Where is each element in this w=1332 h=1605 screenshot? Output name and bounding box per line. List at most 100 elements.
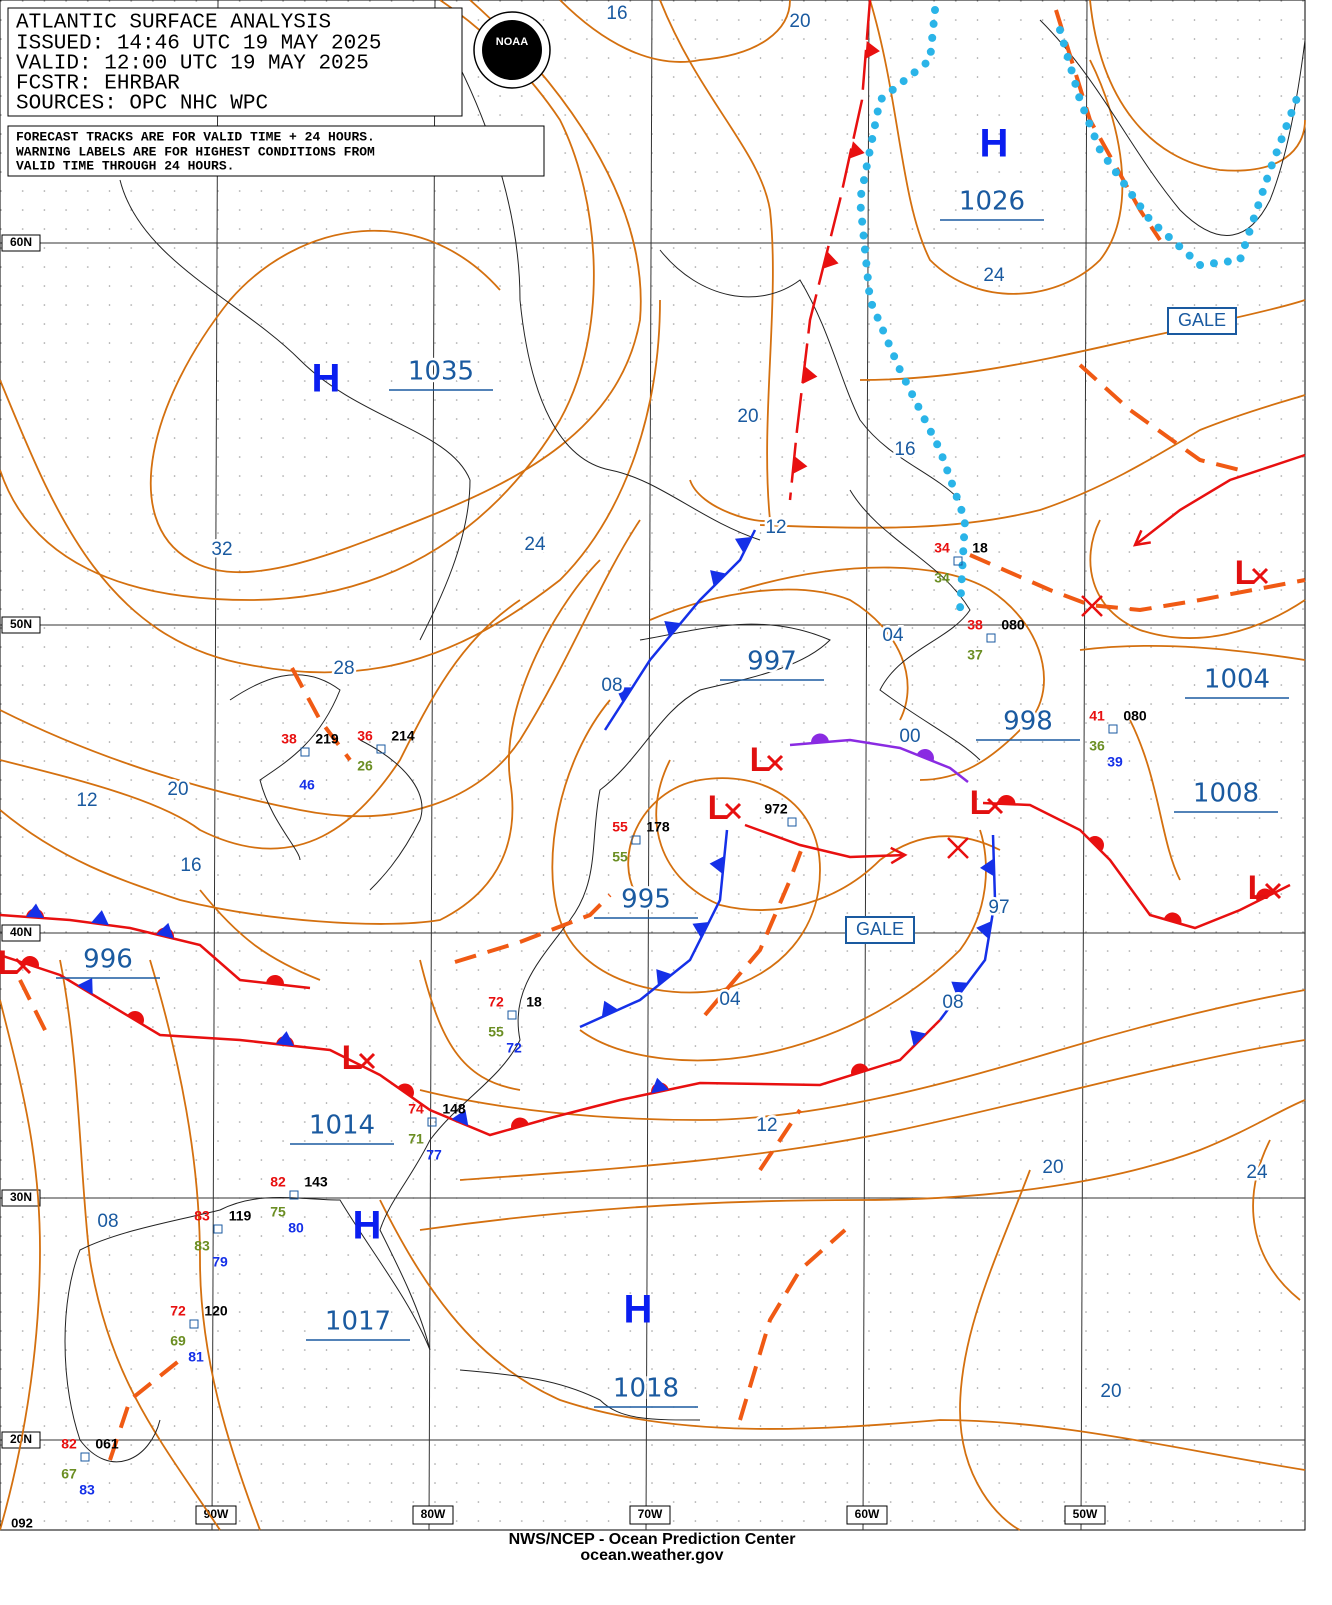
warm-front-bump <box>127 1011 144 1025</box>
cold-front-barb <box>26 903 44 919</box>
warm-front-bump <box>997 795 1016 805</box>
isobar-label: 16 <box>894 439 915 460</box>
station-p: 061 <box>95 1436 119 1452</box>
low-symbol: L <box>970 784 991 822</box>
low-symbol: L <box>708 789 729 827</box>
cold-front-barb <box>734 536 752 554</box>
station-d: 37 <box>967 647 983 663</box>
isobar-label: 08 <box>942 992 963 1013</box>
warm-front-bump <box>1256 888 1274 902</box>
low-pressure: 998 <box>1003 707 1053 737</box>
high-symbol: H <box>312 357 341 401</box>
forecast-position <box>947 837 969 859</box>
low-symbol: L <box>0 944 18 982</box>
cold-front-barb <box>276 1031 294 1046</box>
warning-label: GALE <box>856 919 904 939</box>
cold-front-barb <box>980 858 995 877</box>
forecast-track <box>1134 453 1306 546</box>
low-cross <box>724 802 742 820</box>
high-symbol: H <box>624 1288 653 1332</box>
station-t: 38 <box>967 617 983 633</box>
sources: SOURCES: OPC NHC WPC <box>16 93 268 116</box>
note: FORECAST TRACKS ARE FOR VALID TIME + 24 … <box>16 129 375 144</box>
warm-front-bump <box>266 975 284 986</box>
isobars <box>0 0 1306 1531</box>
isobar-label: 08 <box>601 675 622 696</box>
lon-label: 70W <box>638 1507 663 1521</box>
station-marker <box>631 835 641 845</box>
isobar-label: 12 <box>756 1115 777 1136</box>
isobar-label: 16 <box>606 3 627 24</box>
warm-front-bump <box>811 733 829 744</box>
station-d: 26 <box>357 758 373 774</box>
station-p: 219 <box>315 731 339 747</box>
longitude-line <box>211 0 219 1531</box>
cold-front-barb <box>710 570 727 587</box>
isobar-label: 20 <box>737 406 758 427</box>
isobar-label: 04 <box>719 989 741 1010</box>
station-p: 178 <box>646 819 670 835</box>
low-symbol: L <box>1248 869 1269 907</box>
warm-front-bump <box>851 1063 869 1076</box>
station-p: 148 <box>442 1101 466 1117</box>
lon-label-box <box>412 1505 454 1525</box>
lat-label: 40N <box>10 925 32 939</box>
occluded-front <box>789 738 969 783</box>
warning-label: GALE <box>1178 310 1226 330</box>
station-v: 81 <box>188 1349 204 1365</box>
footer-url: ocean.weather.gov <box>580 1547 723 1564</box>
valid: VALID: 12:00 UTC 19 MAY 2025 <box>16 53 369 76</box>
station-marker <box>507 1010 517 1020</box>
low-pressure: 1008 <box>1193 779 1259 809</box>
station-v: 77 <box>426 1147 442 1163</box>
station-p: 080 <box>1001 617 1025 633</box>
station-t: 38 <box>281 731 297 747</box>
lon-label-box <box>629 1505 671 1525</box>
isobar-label: 97 <box>988 897 1009 918</box>
longitude-line <box>645 0 653 1531</box>
station-marker <box>427 1117 437 1127</box>
station-marker <box>787 817 797 827</box>
title: ATLANTIC SURFACE ANALYSIS <box>16 12 331 35</box>
station-d: 67 <box>61 1466 77 1482</box>
longitude-line <box>428 0 436 1531</box>
station-marker <box>376 744 386 754</box>
cold-front-barb <box>692 921 710 939</box>
station-d: 36 <box>1089 738 1105 754</box>
low-cross <box>986 797 1004 815</box>
low-symbol: L <box>1235 554 1256 592</box>
lat-label: 30N <box>10 1190 32 1204</box>
track-arrow <box>890 846 908 865</box>
trough <box>758 1108 802 1172</box>
station-v: 79 <box>212 1254 228 1270</box>
station-d: 69 <box>170 1333 186 1349</box>
cold-front-barb <box>792 456 808 474</box>
trough <box>108 1358 182 1461</box>
low-cross <box>1251 567 1269 585</box>
forecast-track <box>744 823 906 859</box>
trough <box>1078 363 1241 472</box>
station-p: 972 <box>764 801 788 817</box>
cold-front-barb <box>802 366 818 384</box>
isobar-label: 24 <box>524 534 546 555</box>
cold-front-barb <box>651 1077 669 1094</box>
cold-front-barb <box>656 969 673 986</box>
trough <box>969 553 1306 613</box>
issued: ISSUED: 14:46 UTC 19 MAY 2025 <box>16 33 381 56</box>
noaa-logo-inner <box>482 20 542 80</box>
isobar-label: 12 <box>76 790 97 811</box>
lon-label: 80W <box>421 1507 446 1521</box>
lon-label-box <box>846 1505 888 1525</box>
warm-front-bump <box>1163 912 1182 924</box>
forecast-position <box>1081 595 1103 617</box>
low-pressure: 997 <box>747 647 797 677</box>
trough <box>454 893 612 964</box>
logo-text: NOAA <box>496 36 528 48</box>
lon-label-box <box>1064 1505 1106 1525</box>
lon-label: 60W <box>855 1507 880 1521</box>
high-pressure: 1017 <box>325 1307 391 1337</box>
low-pressure: 1004 <box>1204 665 1270 695</box>
track-arrow <box>1132 529 1151 547</box>
station-v: 72 <box>506 1040 522 1056</box>
